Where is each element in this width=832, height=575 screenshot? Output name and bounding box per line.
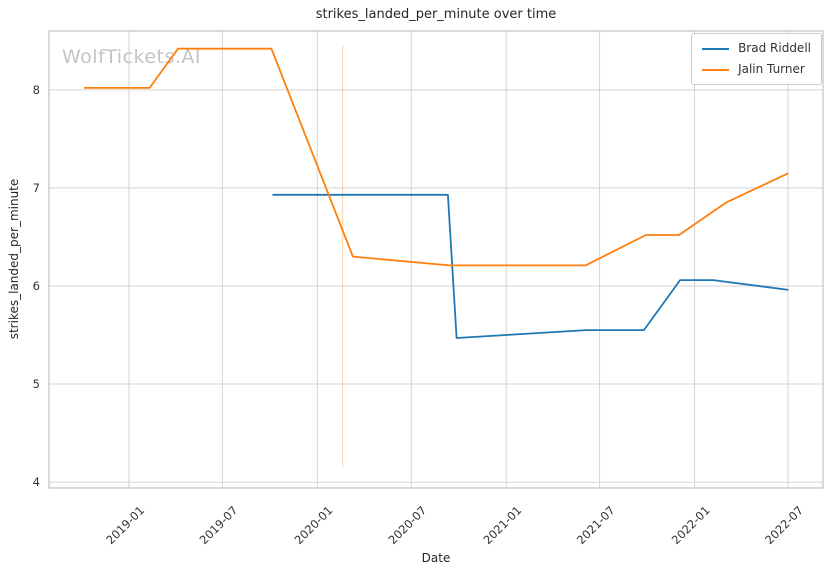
y-tick-label: 8 [33, 83, 40, 97]
y-tick-label: 7 [33, 181, 40, 195]
legend: Brad Riddell Jalin Turner [691, 33, 822, 86]
legend-item-jalin-turner: Jalin Turner [702, 62, 811, 77]
x-tick-label: 2019-07 [197, 503, 241, 547]
x-tick-label: 2020-07 [385, 503, 429, 547]
x-tick-label: 2022-07 [762, 503, 806, 547]
y-tick-label: 6 [33, 279, 40, 293]
legend-line-swatch-orange [702, 68, 730, 71]
series-line-jalin-turner [84, 47, 789, 267]
series-line-brad-riddell [272, 193, 789, 339]
y-tick-label: 4 [33, 475, 40, 489]
legend-label: Brad Riddell [738, 41, 811, 55]
x-axis-label: Date [421, 551, 451, 565]
plot-border [48, 30, 824, 489]
x-tick-label: 2021-07 [574, 503, 618, 547]
x-tick-label: 2020-01 [292, 503, 336, 547]
y-tick-label: 5 [33, 377, 40, 391]
x-tick-label: 2019-01 [103, 503, 147, 547]
y-axis-label: strikes_landed_per_minute [7, 178, 21, 340]
legend-line-swatch-blue [702, 47, 730, 50]
chart-title: strikes_landed_per_minute over time [315, 7, 557, 22]
legend-label: Jalin Turner [738, 62, 805, 77]
watermark: WolfTickets.AI [62, 46, 202, 68]
legend-item-brad-riddell: Brad Riddell [702, 41, 811, 55]
x-tick-label: 2021-01 [480, 503, 524, 547]
x-tick-label: 2022-01 [669, 503, 713, 547]
